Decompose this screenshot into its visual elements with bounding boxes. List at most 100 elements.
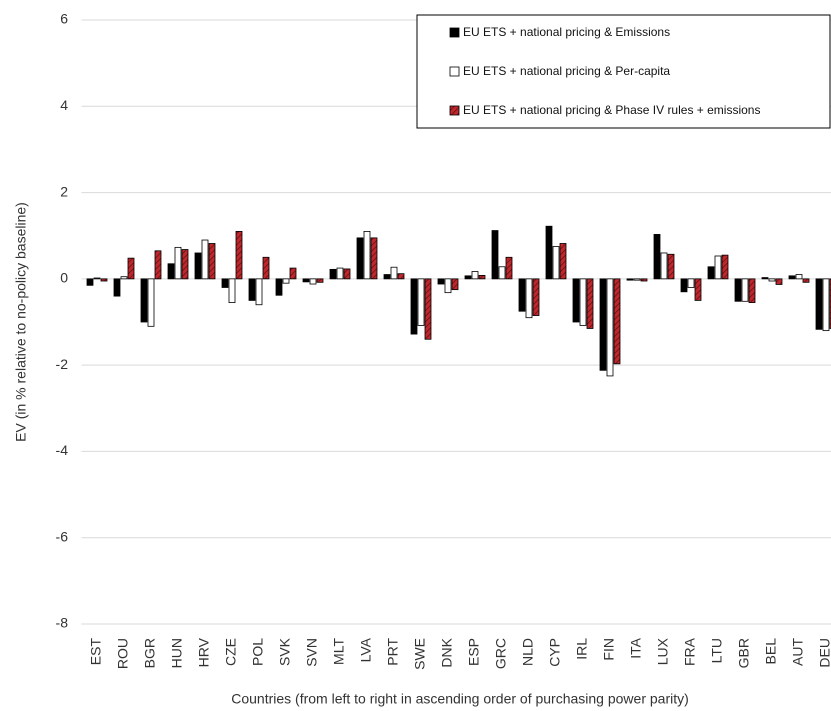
bar [181, 249, 189, 280]
x-tick-label: SWE [412, 638, 428, 670]
bar [235, 230, 243, 280]
x-tick-label: HUN [169, 638, 185, 668]
bar [140, 278, 148, 323]
bar [721, 254, 729, 280]
bar [761, 277, 769, 280]
bar [86, 278, 94, 286]
x-tick-label: HRV [196, 637, 212, 667]
bar [275, 278, 283, 296]
y-tick-label: -6 [56, 528, 69, 544]
x-tick-label: GBR [736, 638, 752, 668]
x-tick-label: PRT [385, 638, 401, 666]
x-tick-label: LTU [709, 638, 725, 663]
legend-marker [449, 27, 460, 38]
bar [687, 278, 695, 288]
bar [167, 263, 175, 280]
bar [795, 274, 803, 280]
bar [93, 277, 101, 280]
bar [525, 278, 533, 319]
bar [100, 278, 108, 282]
bar [552, 246, 560, 280]
bar [113, 278, 121, 297]
bar [424, 278, 432, 340]
x-tick-label: BGR [142, 638, 158, 668]
x-tick-label: MLT [331, 638, 347, 665]
bar [667, 253, 675, 280]
legend-label: EU ETS + national pricing & Per-capita [463, 64, 670, 78]
bar [478, 275, 486, 280]
bar [410, 278, 418, 335]
bar [356, 237, 364, 280]
bar [680, 278, 688, 293]
bar [127, 257, 135, 280]
y-tick-label: -8 [56, 615, 69, 631]
bar [498, 266, 506, 280]
bar [626, 278, 634, 281]
x-tick-label: DEU [817, 638, 831, 668]
x-tick-label: FIN [601, 638, 617, 661]
bar [579, 278, 587, 326]
x-tick-label: ROU [115, 638, 131, 669]
bar [775, 278, 783, 285]
bar [316, 278, 324, 283]
bar [336, 267, 344, 280]
bar [471, 271, 479, 280]
bar [653, 234, 661, 280]
legend-marker [449, 105, 460, 116]
bar [788, 275, 796, 280]
bar [640, 278, 648, 282]
bar [302, 278, 310, 283]
legend-box [416, 14, 831, 129]
bar [768, 278, 776, 282]
bar [505, 256, 513, 280]
bar [221, 278, 229, 288]
bar [329, 268, 337, 280]
bar [518, 278, 526, 312]
bar [532, 278, 540, 316]
x-tick-label: CZE [223, 638, 239, 666]
bar [289, 267, 297, 280]
bar [707, 266, 715, 280]
y-tick-label: 0 [60, 270, 68, 286]
x-axis-title: Countries (from left to right in ascendi… [231, 691, 689, 707]
bar [545, 225, 553, 280]
bar [815, 278, 823, 330]
x-tick-label: SVK [277, 637, 293, 666]
bar [174, 246, 182, 280]
legend-label: EU ETS + national pricing & Emissions [463, 25, 670, 39]
bar [586, 278, 594, 329]
bar [248, 278, 256, 301]
x-tick-label: EST [88, 638, 104, 666]
bar [147, 278, 155, 327]
bar [633, 278, 641, 281]
bar [417, 278, 425, 326]
bar [572, 278, 580, 323]
bar [228, 278, 236, 303]
bar [343, 268, 351, 280]
bar [282, 278, 290, 284]
bar [255, 278, 263, 306]
bar [559, 243, 567, 280]
y-tick-label: -4 [56, 442, 69, 458]
bar [714, 255, 722, 280]
legend-label: EU ETS + national pricing & Phase IV rul… [463, 103, 760, 117]
bar [444, 278, 452, 294]
x-tick-label: ITA [628, 637, 644, 658]
bar [194, 252, 202, 280]
bar [606, 278, 614, 377]
y-tick-label: 6 [60, 11, 68, 27]
x-tick-label: FRA [682, 637, 698, 666]
x-tick-label: NLD [520, 638, 536, 666]
bar [363, 230, 371, 280]
x-tick-label: ESP [466, 638, 482, 666]
y-tick-label: -2 [56, 356, 69, 372]
bar [741, 278, 749, 302]
bar [613, 278, 621, 365]
x-tick-label: CYP [547, 638, 563, 667]
bar [451, 278, 459, 291]
bar [734, 278, 742, 302]
x-tick-label: LUX [655, 637, 671, 665]
bar [390, 266, 398, 280]
bar [822, 278, 830, 332]
